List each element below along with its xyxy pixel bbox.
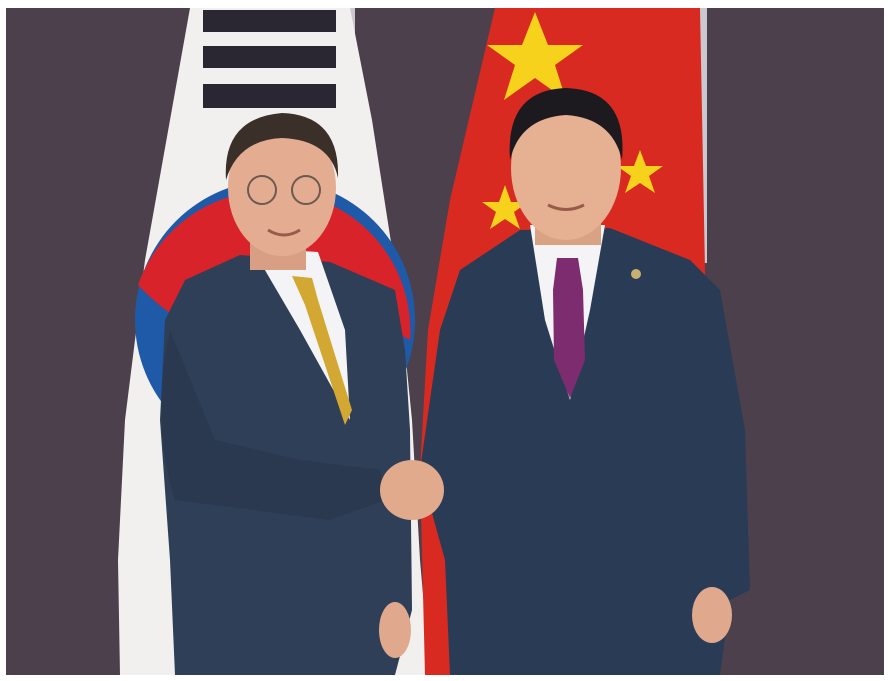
lapel-pin <box>631 269 641 279</box>
trigram-bar <box>203 46 336 68</box>
face <box>228 120 336 256</box>
handshake <box>380 460 444 520</box>
hand <box>379 602 411 658</box>
flag-pole <box>698 8 707 263</box>
person-right <box>420 88 750 675</box>
trigram-bar <box>203 84 336 108</box>
tie <box>553 258 585 398</box>
flag-trigram <box>203 10 336 108</box>
face <box>511 96 621 240</box>
arm <box>161 330 385 520</box>
hand <box>692 587 732 643</box>
glasses <box>247 175 277 205</box>
trigram-bar <box>203 10 336 32</box>
hair <box>225 113 339 180</box>
shirt <box>252 248 350 420</box>
tie <box>292 276 352 425</box>
hair <box>509 88 623 160</box>
glasses <box>291 175 321 205</box>
flag-star <box>482 185 528 229</box>
smile <box>547 203 585 211</box>
suit <box>420 228 750 675</box>
flag-star <box>487 12 583 100</box>
person-left <box>160 113 412 675</box>
flag-star <box>617 150 663 193</box>
smile <box>267 228 301 237</box>
